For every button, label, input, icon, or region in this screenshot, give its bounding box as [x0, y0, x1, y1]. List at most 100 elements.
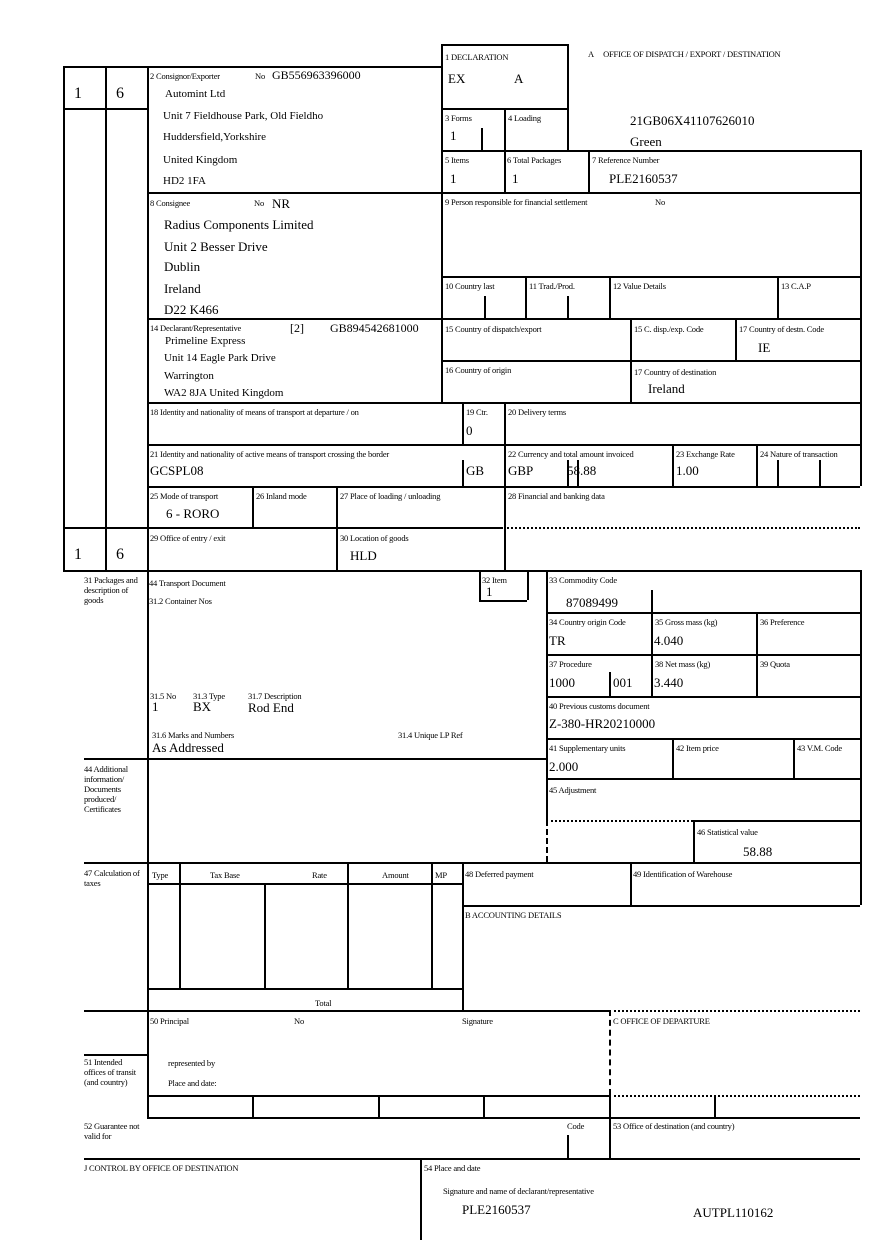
packages-value: 1	[512, 171, 519, 186]
consignee-line: D22 K466	[164, 302, 219, 317]
package-no-label: 31.5 No	[150, 691, 176, 701]
box8-label: 8 Consignee	[150, 198, 191, 208]
marks-label: 31.6 Marks and Numbers	[152, 730, 235, 740]
form-line	[441, 360, 860, 362]
container-flag: 0	[466, 423, 473, 438]
box52-code-label: Code	[567, 1121, 585, 1131]
form-line	[693, 820, 695, 862]
form-line	[147, 883, 462, 885]
form-line	[147, 988, 462, 990]
form-line	[63, 108, 147, 110]
goods-location: HLD	[350, 548, 377, 563]
box5-label: 5 Items	[445, 155, 469, 165]
tax-col-rate: Rate	[312, 870, 327, 880]
form-line	[546, 696, 860, 698]
box16-label: 16 Country of origin	[445, 365, 512, 375]
form-line	[462, 862, 464, 1010]
box14-label: 14 Declarant/Representative	[150, 323, 242, 333]
box17a-label: 17 Country of destn. Code	[739, 324, 824, 334]
box37-label: 37 Procedure	[549, 659, 592, 669]
form-line	[84, 1010, 609, 1012]
box50-label: 50 Principal	[150, 1016, 189, 1026]
form-line	[431, 862, 433, 988]
box2-no-label: No	[255, 71, 265, 81]
signature-reference: PLE2160537	[462, 1202, 531, 1217]
container-label: 31.2 Container Nos	[149, 596, 212, 606]
form-line	[756, 444, 758, 486]
box45-label: 45 Adjustment	[549, 785, 597, 795]
form-line	[84, 862, 860, 864]
box47-label: 47 Calculation of taxes	[84, 868, 140, 888]
net-mass: 3.440	[654, 675, 684, 690]
commodity-code: 87089499	[566, 595, 618, 610]
form-line	[503, 570, 860, 572]
box44-label: 44 Additional information/ Documents pro…	[84, 764, 128, 814]
box1-label: 1 DECLARATION	[445, 52, 509, 62]
form-line	[420, 1158, 422, 1240]
place-date-label: Place and date:	[168, 1078, 217, 1088]
consignee-line: Unit 2 Besser Drive	[164, 239, 268, 254]
form-line	[481, 128, 483, 150]
box18-label: 18 Identity and nationality of means of …	[150, 407, 359, 417]
box23-label: 23 Exchange Rate	[676, 449, 735, 459]
left-bottom-b: 6	[116, 546, 124, 563]
supplementary-units: 2.000	[549, 759, 579, 774]
form-line	[567, 460, 569, 486]
items-value: 1	[450, 171, 457, 186]
form-line	[63, 66, 441, 68]
form-line	[483, 1095, 485, 1117]
left-top-a: 1	[74, 85, 82, 102]
consignor-eori: GB556963396000	[272, 68, 361, 82]
control-label: J CONTROL BY OFFICE OF DESTINATION	[84, 1163, 239, 1173]
tax-col-type: Type	[152, 870, 169, 880]
form-line	[588, 150, 590, 192]
unique-lp-label: 31.4 Unique LP Ref	[398, 730, 463, 740]
form-line	[577, 460, 579, 486]
transport-mode: 6 - RORO	[166, 506, 220, 521]
invoice-amount: 58.88	[567, 463, 597, 478]
form-line	[179, 862, 181, 988]
box25-label: 25 Mode of transport	[150, 491, 219, 501]
form-line	[462, 402, 464, 444]
form-line	[84, 758, 546, 760]
reference-value: PLE2160537	[609, 171, 678, 186]
form-line	[714, 1095, 716, 1117]
route: Green	[630, 134, 662, 149]
declarant-line: Primeline Express	[165, 335, 246, 347]
package-type-label: 31.3 Type	[193, 691, 225, 701]
form-line	[63, 66, 65, 570]
box42-label: 42 Item price	[676, 743, 719, 753]
box30-label: 30 Location of goods	[340, 533, 409, 543]
box54-signature-label: Signature and name of declarant/represen…	[443, 1186, 594, 1196]
form-line	[567, 1135, 569, 1158]
box28-label: 28 Financial and banking data	[508, 491, 605, 501]
box35-label: 35 Gross mass (kg)	[655, 617, 718, 627]
form-line	[147, 318, 860, 320]
box52-label: 52 Guarantee not valid for	[84, 1121, 140, 1141]
box43-label: 43 V.M. Code	[797, 743, 842, 753]
form-line	[441, 150, 860, 152]
declarant-line: Warrington	[164, 370, 214, 382]
box29-label: 29 Office of entry / exit	[150, 533, 226, 543]
consignor-line: Unit 7 Fieldhouse Park, Old Fieldho	[163, 110, 324, 122]
represented-by-label: represented by	[168, 1058, 215, 1068]
box8-no-label: No	[254, 198, 264, 208]
declarant-line: Unit 14 Eagle Park Drive	[164, 352, 276, 364]
form-line	[609, 1095, 611, 1158]
tax-col-amount: Amount	[382, 870, 409, 880]
box9-no-label: No	[655, 197, 665, 207]
form-line	[609, 1010, 611, 1095]
statistical-value: 58.88	[743, 844, 773, 859]
declarant-eori: GB894542681000	[330, 321, 419, 335]
declaration-type: EX	[448, 71, 466, 86]
box39-label: 39 Quota	[760, 659, 790, 669]
form-line	[672, 738, 674, 778]
authorisation-number: AUTPL110162	[693, 1205, 774, 1220]
currency: GBP	[508, 463, 534, 478]
form-line	[378, 1095, 380, 1117]
form-line	[147, 192, 860, 194]
form-line	[860, 150, 862, 486]
consignor-line: United Kingdom	[163, 154, 238, 166]
transport-doc-label: 44 Transport Document	[149, 578, 226, 588]
form-line	[777, 276, 779, 318]
